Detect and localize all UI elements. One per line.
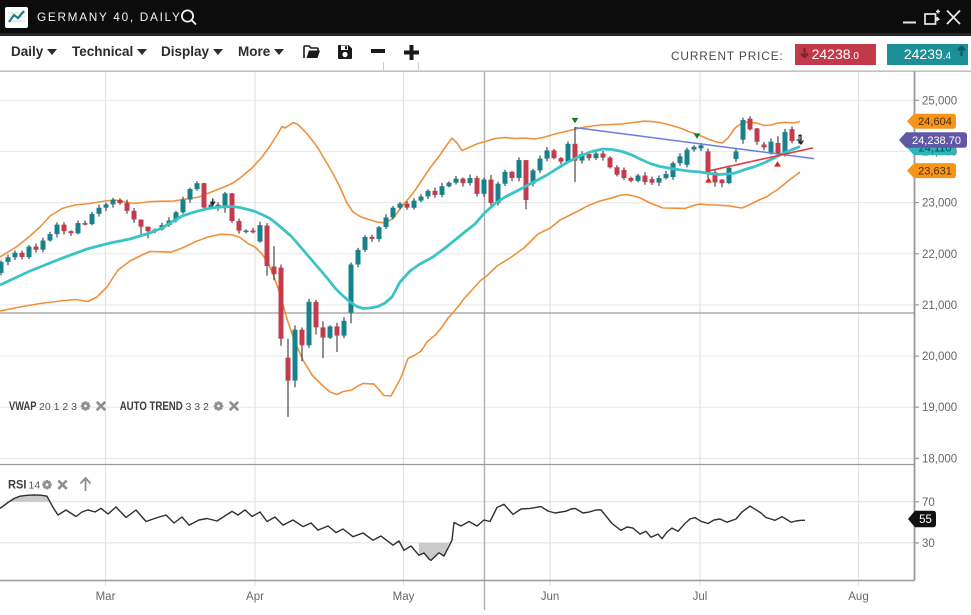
svg-text:Apr: Apr [246, 591, 264, 603]
svg-text:30: 30 [922, 538, 935, 550]
svg-text:24,604: 24,604 [918, 116, 952, 128]
svg-text:23,631: 23,631 [918, 166, 952, 178]
svg-text:19,000: 19,000 [922, 402, 957, 414]
svg-text:25,000: 25,000 [922, 95, 957, 107]
svg-text:3 3 2: 3 3 2 [186, 401, 210, 413]
svg-text:Aug: Aug [848, 591, 868, 603]
svg-text:23,000: 23,000 [922, 198, 957, 210]
svg-text:VWAP: VWAP [9, 401, 37, 413]
svg-text:18,000: 18,000 [922, 453, 957, 465]
svg-text:22,000: 22,000 [922, 249, 957, 261]
svg-text:Mar: Mar [96, 591, 116, 603]
svg-text:55: 55 [919, 514, 932, 526]
svg-text:20,000: 20,000 [922, 351, 957, 363]
svg-text:AUTO TREND: AUTO TREND [120, 401, 183, 413]
svg-text:21,000: 21,000 [922, 300, 957, 312]
svg-text:Jul: Jul [693, 591, 708, 603]
svg-text:24,238.70: 24,238.70 [912, 135, 961, 147]
svg-text:70: 70 [922, 497, 935, 509]
svg-text:20 1 2 3: 20 1 2 3 [39, 401, 77, 413]
svg-text:RSI: RSI [8, 480, 27, 492]
svg-text:14: 14 [29, 480, 41, 492]
svg-text:May: May [393, 591, 415, 603]
svg-text:Jun: Jun [541, 591, 560, 603]
